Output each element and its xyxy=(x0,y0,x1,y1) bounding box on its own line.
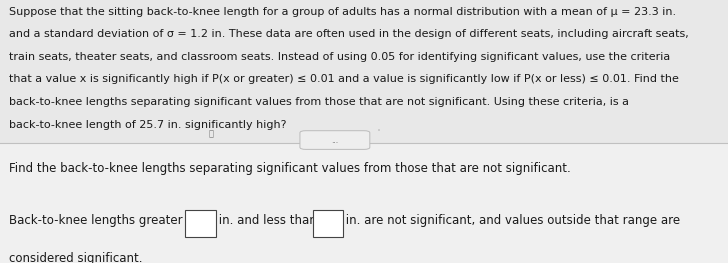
Text: ⤵: ⤵ xyxy=(209,129,213,138)
Text: train seats, theater seats, and classroom seats. Instead of using 0.05 for ident: train seats, theater seats, and classroo… xyxy=(9,52,670,62)
Text: ˈ: ˈ xyxy=(378,129,379,135)
FancyBboxPatch shape xyxy=(186,210,216,237)
FancyBboxPatch shape xyxy=(300,131,370,149)
Text: Find the back-to-knee lengths separating significant values from those that are : Find the back-to-knee lengths separating… xyxy=(9,162,571,175)
Text: Back-to-knee lengths greater than: Back-to-knee lengths greater than xyxy=(9,214,217,227)
Text: considered significant.: considered significant. xyxy=(9,252,142,263)
Text: in. are not significant, and values outside that range are: in. are not significant, and values outs… xyxy=(342,214,680,227)
FancyBboxPatch shape xyxy=(313,210,344,237)
Text: in. and less than: in. and less than xyxy=(215,214,320,227)
FancyBboxPatch shape xyxy=(0,143,728,263)
Text: and a standard deviation of σ = 1.2 in. These data are often used in the design : and a standard deviation of σ = 1.2 in. … xyxy=(9,29,689,39)
Text: that a value x is significantly high if P(x or greater) ≤ 0.01 and a value is si: that a value x is significantly high if … xyxy=(9,74,678,84)
Text: ...: ... xyxy=(331,135,339,145)
Text: back-to-knee lengths separating significant values from those that are not signi: back-to-knee lengths separating signific… xyxy=(9,97,629,107)
Text: Suppose that the sitting back-to-knee length for a group of adults has a normal : Suppose that the sitting back-to-knee le… xyxy=(9,7,676,17)
Text: back-to-knee length of 25.7 in. significantly high?: back-to-knee length of 25.7 in. signific… xyxy=(9,120,286,130)
